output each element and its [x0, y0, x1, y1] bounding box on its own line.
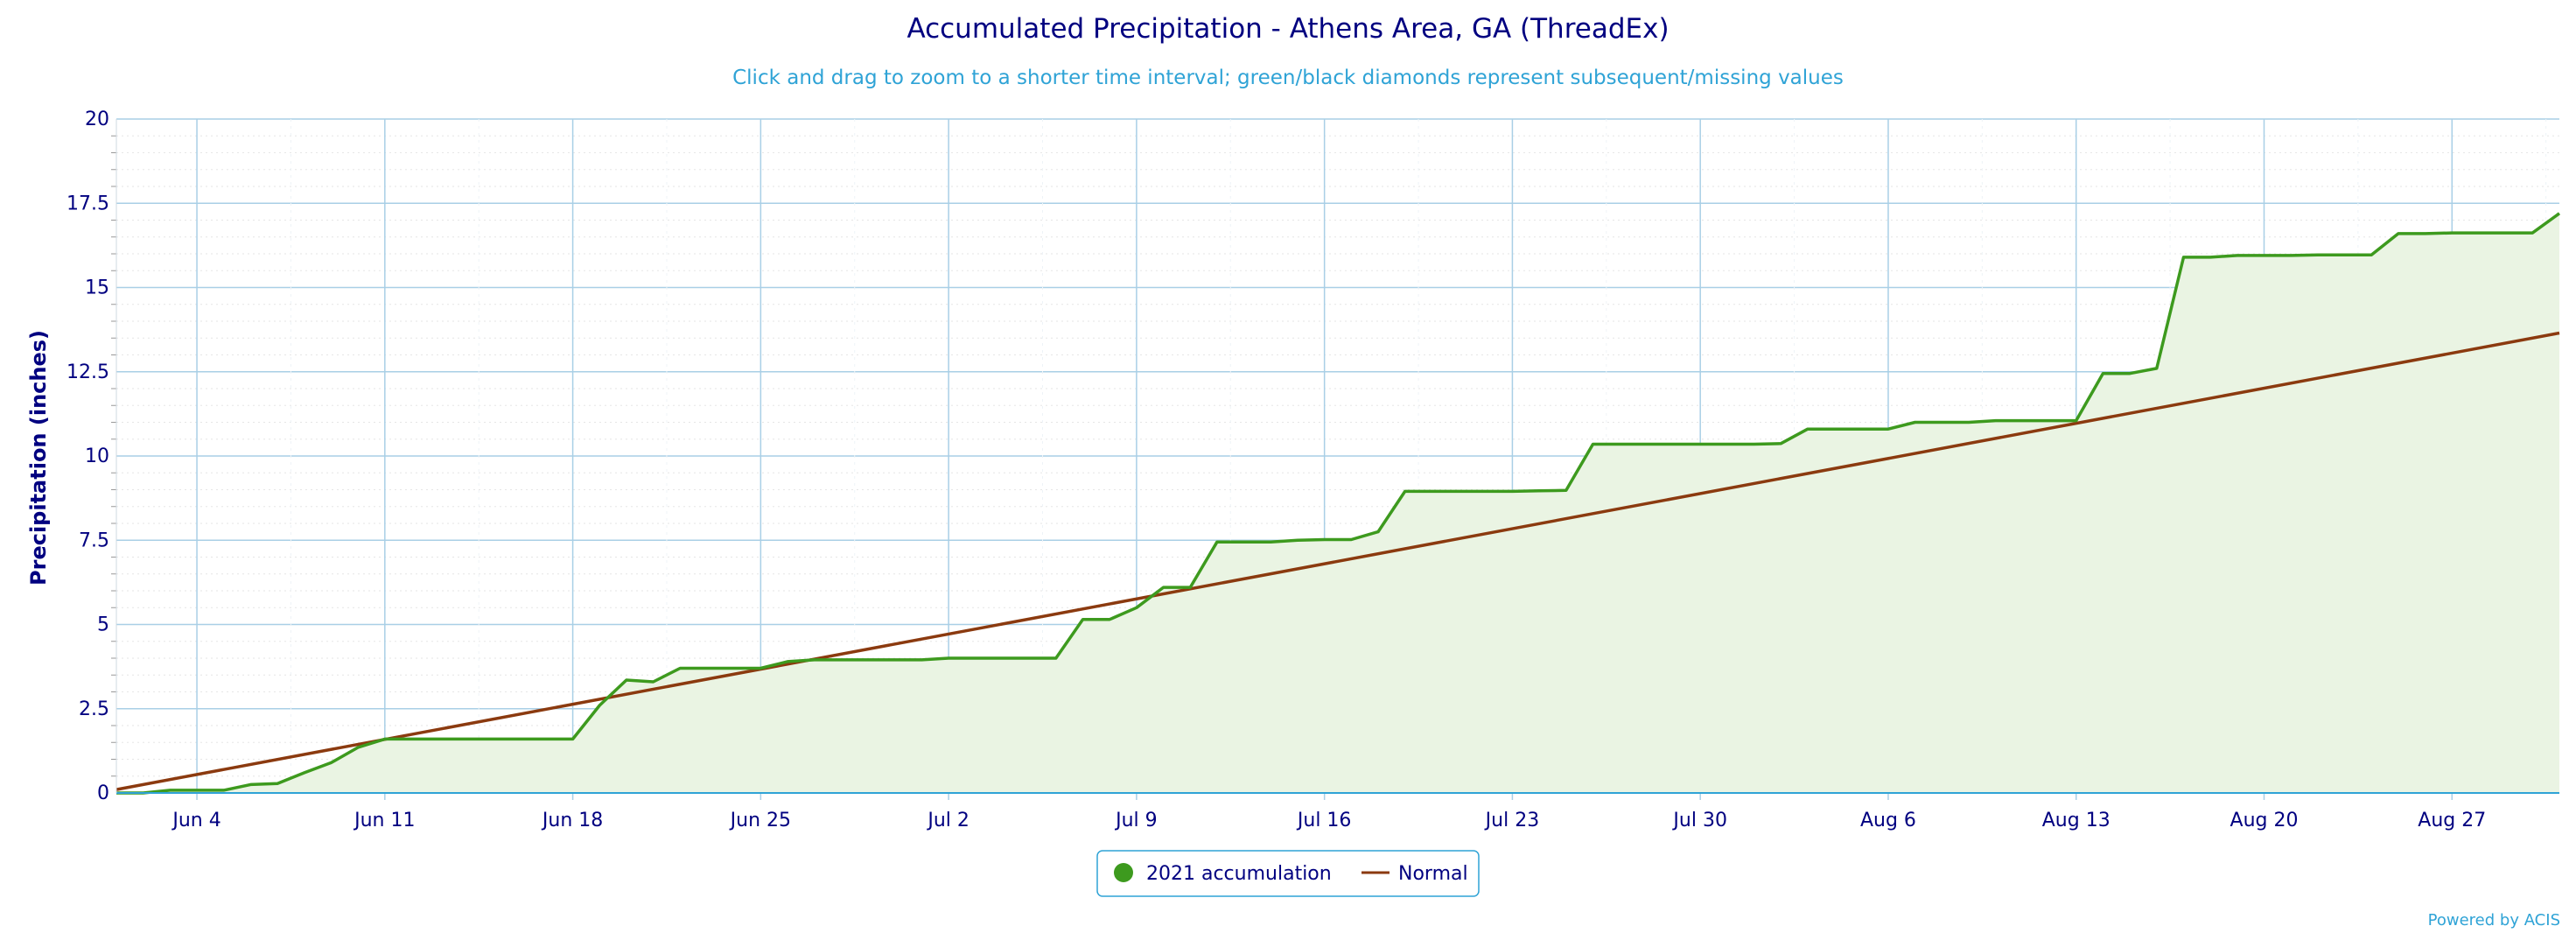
x-tick-label: Jul 16	[1296, 810, 1352, 831]
chart-subtitle: Click and drag to zoom to a shorter time…	[732, 67, 1844, 89]
x-tick-label: Jul 23	[1484, 810, 1540, 831]
y-tick-label: 17.5	[66, 193, 109, 214]
legend-circle-icon	[1114, 863, 1133, 882]
y-tick-label: 0	[97, 782, 109, 804]
x-tick-label: Aug 6	[1860, 810, 1916, 831]
legend-box	[1096, 850, 1480, 897]
accumulation-area	[116, 213, 2559, 794]
x-tick-label: Jul 2	[926, 810, 970, 831]
axes	[116, 119, 2559, 794]
x-tick-label: Aug 27	[2418, 810, 2486, 831]
y-tick-label: 12.5	[66, 361, 109, 383]
accumulation-fill	[116, 213, 2559, 794]
legend[interactable]: 2021 accumulation Normal	[1096, 850, 1480, 897]
legend-label-normal: Normal	[1398, 863, 1468, 885]
y-axis-label: Precipitation (inches)	[26, 330, 51, 586]
x-tick-label: Aug 20	[2230, 810, 2299, 831]
legend-label-accumulation: 2021 accumulation	[1146, 863, 1332, 885]
x-tick-label: Jun 4	[171, 810, 220, 831]
accumulation-series-line[interactable]	[116, 212, 2561, 795]
x-tick-label: Jun 18	[541, 810, 603, 831]
x-axis-ticks: Jun 4 Jun 11 Jun 18 Jun 25 Jul 2 Jul 9 Jul 16 J…	[171, 810, 2486, 831]
legend-item-normal[interactable]: Normal	[1362, 863, 1468, 885]
y-tick-label: 20	[85, 109, 109, 130]
x-tick-label: Jun 25	[729, 810, 791, 831]
y-tick-label: 15	[85, 277, 109, 299]
y-tick-label: 7.5	[79, 530, 109, 551]
credit-link[interactable]: Powered by ACIS	[2428, 911, 2560, 929]
y-tick-label: 2.5	[79, 698, 109, 720]
legend-item-accumulation[interactable]: 2021 accumulation	[1114, 863, 1332, 885]
y-tick-label: 5	[97, 614, 109, 636]
y-axis-ticks: 0 2.5 5 7.5 10 12.5 15 17.5 20	[66, 109, 109, 804]
x-tick-label: Jul 30	[1671, 810, 1727, 831]
chart-title: Accumulated Precipitation - Athens Area,…	[906, 13, 1669, 45]
normal-series-line[interactable]	[116, 331, 2560, 791]
y-tick-label: 10	[85, 445, 109, 467]
x-tick-label: Jul 9	[1114, 810, 1158, 831]
x-tick-label: Aug 13	[2042, 810, 2110, 831]
x-tick-label: Jun 11	[353, 810, 415, 831]
series-layer	[116, 212, 2561, 795]
